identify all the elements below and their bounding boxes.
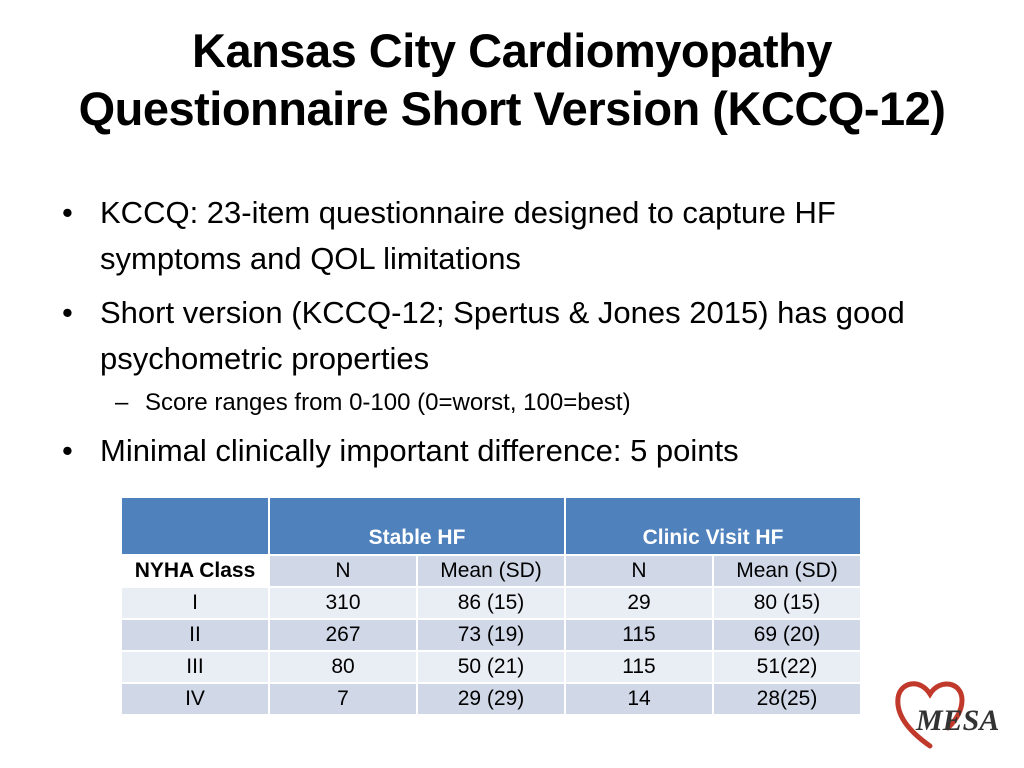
cell-clinic-mean: 69 (20): [712, 618, 862, 652]
cell-clinic-mean: 28(25): [712, 682, 862, 716]
title-line-2: Questionnaire Short Version (KCCQ-12): [78, 82, 946, 135]
subheader-clinic-mean: Mean (SD): [712, 554, 862, 588]
header-stable-hf: Stable HF: [268, 496, 566, 556]
cell-stable-n: 80: [268, 650, 418, 684]
cell-clinic-n: 14: [564, 682, 714, 716]
bullet-short-version: Short version (KCCQ-12; Spertus & Jones …: [60, 290, 980, 382]
cell-clinic-n: 115: [564, 650, 714, 684]
sub-bullet-score-range: Score ranges from 0-100 (0=worst, 100=be…: [60, 386, 980, 420]
subheader-stable-n: N: [268, 554, 418, 588]
logo-text: MESA: [915, 704, 999, 737]
cell-nyha: III: [120, 650, 270, 684]
kccq-table: Stable HF Clinic Visit HF NYHA Class N M…: [120, 496, 862, 716]
header-clinic-visit-hf: Clinic Visit HF: [564, 496, 862, 556]
cell-stable-n: 310: [268, 586, 418, 620]
table-row: II 267 73 (19) 115 69 (20): [120, 618, 862, 652]
cell-nyha: IV: [120, 682, 270, 716]
table-row: I 310 86 (15) 29 80 (15): [120, 586, 862, 620]
cell-stable-mean: 29 (29): [416, 682, 566, 716]
subheader-clinic-n: N: [564, 554, 714, 588]
cell-clinic-n: 115: [564, 618, 714, 652]
bullet-kccq: KCCQ: 23-item questionnaire designed to …: [60, 190, 980, 282]
cell-stable-mean: 73 (19): [416, 618, 566, 652]
bullet-mcid: Minimal clinically important difference:…: [60, 428, 980, 474]
cell-clinic-mean: 80 (15): [712, 586, 862, 620]
table-row: IV 7 29 (29) 14 28(25): [120, 682, 862, 716]
table-group-header-row: Stable HF Clinic Visit HF: [120, 496, 862, 556]
bullet-list: KCCQ: 23-item questionnaire designed to …: [60, 190, 980, 482]
slide-title: Kansas City Cardiomyopathy Questionnaire…: [0, 22, 1024, 138]
cell-nyha: II: [120, 618, 270, 652]
mesa-logo: MESA: [890, 672, 1010, 752]
table-subheader-row: NYHA Class N Mean (SD) N Mean (SD): [120, 554, 862, 588]
table-row: III 80 50 (21) 115 51(22): [120, 650, 862, 684]
heart-icon: MESA: [895, 681, 999, 749]
cell-stable-n: 267: [268, 618, 418, 652]
cell-stable-n: 7: [268, 682, 418, 716]
cell-stable-mean: 86 (15): [416, 586, 566, 620]
cell-clinic-n: 29: [564, 586, 714, 620]
cell-clinic-mean: 51(22): [712, 650, 862, 684]
cell-stable-mean: 50 (21): [416, 650, 566, 684]
cell-nyha: I: [120, 586, 270, 620]
subheader-nyha-class: NYHA Class: [120, 554, 270, 588]
table-header-empty: [120, 496, 270, 556]
subheader-stable-mean: Mean (SD): [416, 554, 566, 588]
title-line-1: Kansas City Cardiomyopathy: [192, 24, 832, 77]
